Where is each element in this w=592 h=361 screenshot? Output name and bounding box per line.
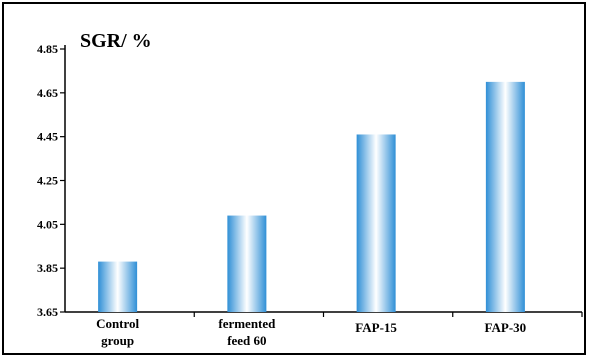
category-label: feed 60: [227, 333, 266, 348]
bars: [98, 81, 525, 312]
y-tick-label: 4.65: [37, 86, 58, 100]
y-tick-label: 3.85: [37, 261, 58, 275]
y-tick-label: 4.85: [37, 42, 58, 56]
bar: [356, 134, 396, 312]
category-label: group: [101, 333, 134, 348]
y-tick-label: 4.05: [37, 217, 58, 231]
category-label: Control: [96, 316, 139, 331]
bar: [98, 261, 138, 312]
y-tick-label: 4.25: [37, 174, 58, 188]
bar: [485, 81, 525, 312]
category-label: fermented: [218, 316, 276, 331]
category-label: FAP-30: [485, 320, 527, 335]
y-axis: 3.65 3.85 4.05 4.25 4.45 4.65 4.85: [37, 42, 66, 319]
chart-title: SGR/ %: [80, 30, 152, 52]
y-tick-label: 4.45: [37, 130, 58, 144]
category-label: FAP-15: [355, 320, 397, 335]
bar: [227, 215, 267, 312]
x-axis: Control group fermented feed 60 FAP-15 FAP-30: [65, 311, 583, 348]
y-tick-label: 3.65: [37, 305, 58, 319]
